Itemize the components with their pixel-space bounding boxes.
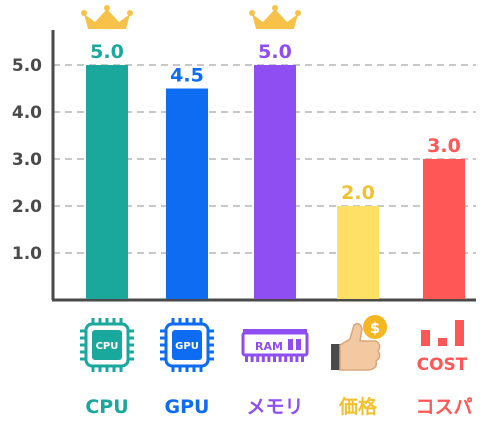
value-label: 3.0 — [427, 135, 461, 157]
y-tick-label: 3.0 — [12, 150, 42, 170]
cpu-chip-icon: CPU — [80, 318, 134, 372]
gpu-chip-icon: GPU — [160, 318, 214, 372]
bar — [337, 206, 379, 299]
cost-icon: COST — [417, 320, 468, 375]
category-icons: CPU GPU RAM $ COST — [80, 315, 468, 375]
icon-text: COST — [417, 355, 468, 375]
y-tick-label: 2.0 — [12, 197, 42, 217]
crown-icon — [249, 5, 301, 29]
icon-text: RAM — [255, 340, 283, 353]
bar — [166, 88, 208, 299]
bar — [86, 65, 128, 299]
y-tick-labels: 1.0 2.0 3.0 4.0 5.0 — [12, 56, 42, 264]
crowns — [81, 5, 301, 29]
gridlines — [53, 64, 476, 254]
y-tick-label: 4.0 — [12, 103, 42, 123]
icon-text: GPU — [175, 341, 199, 352]
value-label: 4.5 — [170, 65, 204, 87]
category-label: メモリ — [246, 396, 303, 418]
axes — [51, 30, 476, 302]
thumbs-up-coin-icon: $ — [331, 315, 387, 371]
value-label: 2.0 — [341, 182, 375, 204]
icon-text: CPU — [96, 341, 119, 352]
ram-module-icon: RAM — [241, 329, 309, 362]
y-tick-label: 1.0 — [12, 244, 42, 264]
crown-icon — [81, 5, 133, 29]
category-labels: CPU GPU メモリ 価格 コスパ — [85, 395, 472, 418]
icon-text: $ — [370, 319, 380, 337]
bar — [423, 159, 465, 299]
y-tick-label: 5.0 — [12, 56, 42, 76]
value-labels: 5.0 4.5 5.0 2.0 3.0 — [90, 41, 461, 204]
value-label: 5.0 — [90, 41, 124, 63]
value-label: 5.0 — [258, 41, 292, 63]
bars — [86, 65, 465, 299]
bar — [254, 65, 296, 299]
category-label: 価格 — [338, 395, 378, 418]
category-label: コスパ — [415, 396, 472, 418]
category-label: CPU — [85, 396, 128, 418]
category-label: GPU — [165, 396, 210, 418]
